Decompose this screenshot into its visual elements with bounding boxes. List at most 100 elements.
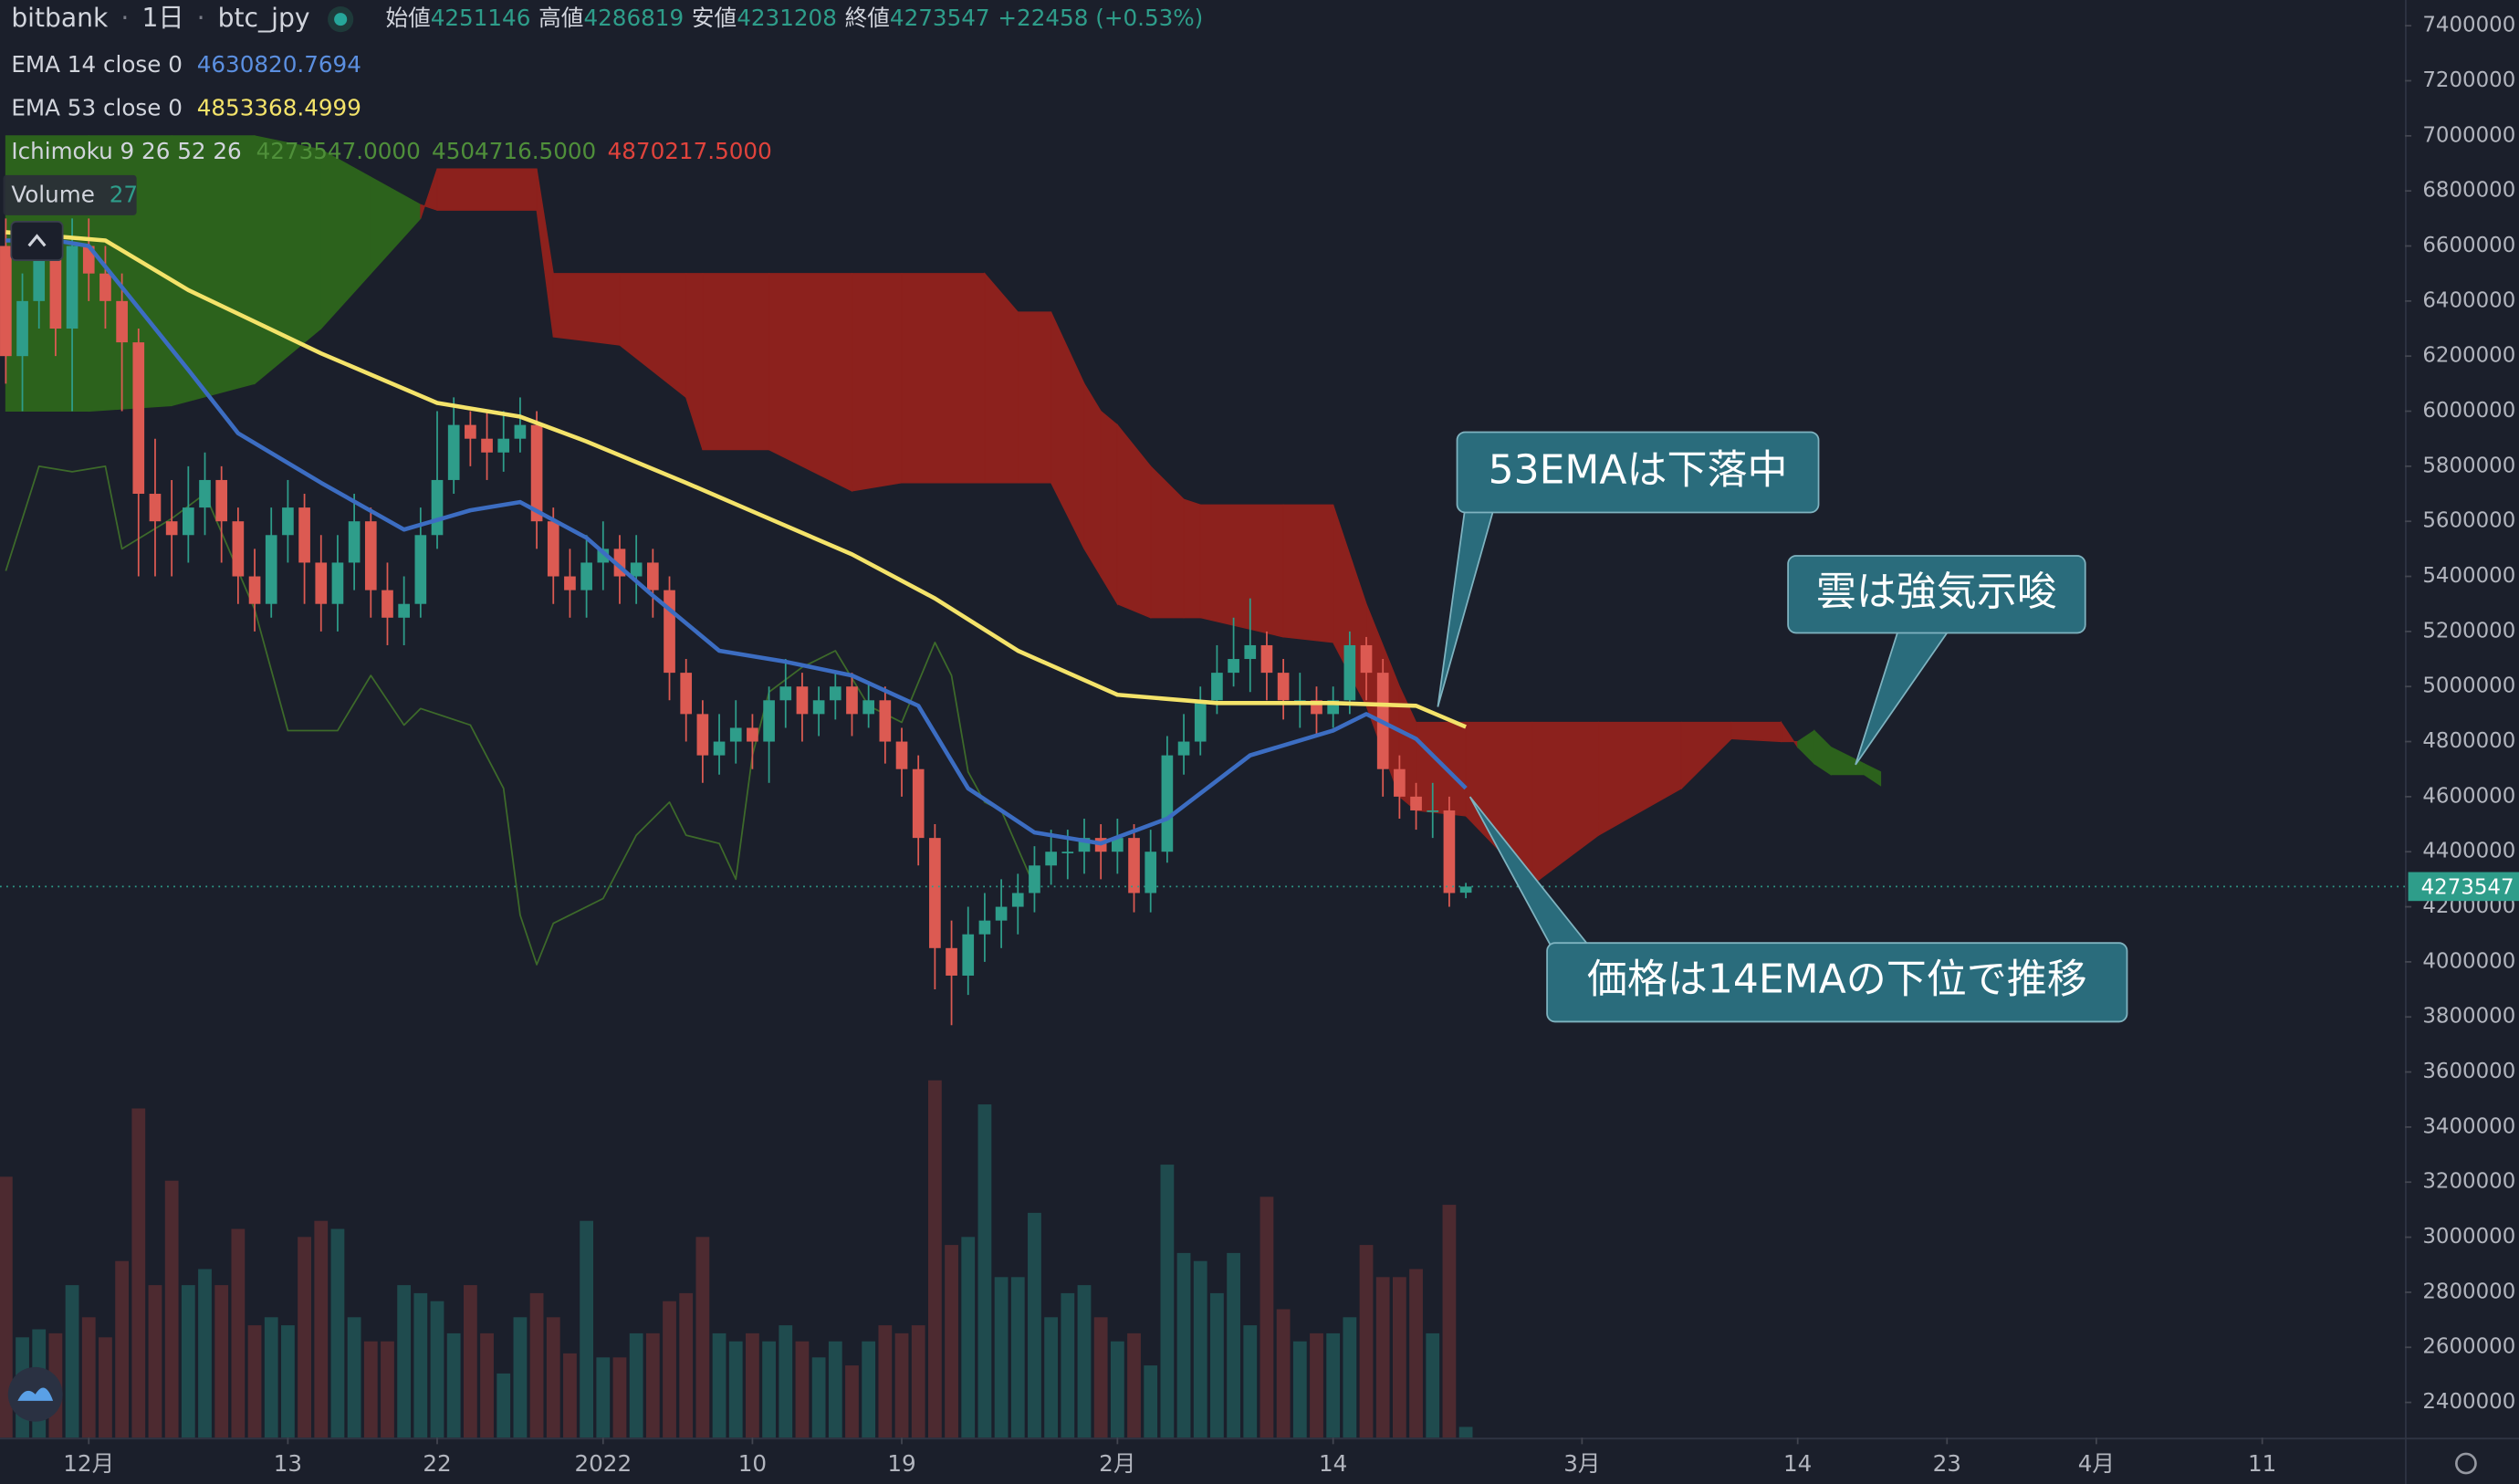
axes: 7400000 7200000 7000000 6800000 6600000 64000… bbox=[63, 14, 2519, 1477]
indicator-value: 4273547.0000 bbox=[256, 138, 421, 164]
volume-bar bbox=[1028, 1212, 1041, 1438]
y-tick-label: 7000000 bbox=[2422, 123, 2515, 147]
cloud-segment bbox=[851, 273, 903, 492]
candle-body bbox=[1145, 852, 1157, 894]
ohlc-label: 安値 bbox=[692, 5, 737, 31]
volume-bar bbox=[878, 1325, 893, 1438]
candle-body bbox=[165, 521, 178, 536]
volume-bar bbox=[762, 1341, 776, 1438]
volume-bar bbox=[894, 1332, 909, 1438]
cloud-segment bbox=[1282, 504, 1334, 643]
volume-bar bbox=[911, 1325, 925, 1438]
volume-bar bbox=[81, 1317, 96, 1438]
cloud-segment bbox=[1183, 498, 1201, 619]
volume-bar bbox=[1426, 1332, 1440, 1438]
candle-body bbox=[1360, 644, 1373, 674]
indicator-name: EMA 53 close 0 bbox=[11, 95, 183, 121]
candle-body bbox=[16, 300, 28, 357]
y-tick-label: 5400000 bbox=[2422, 564, 2515, 588]
y-tick-label: 5800000 bbox=[2422, 454, 2515, 477]
collapse-button[interactable] bbox=[10, 221, 64, 262]
annotation: 雲は強気示唆 bbox=[1787, 555, 2086, 766]
candle-body bbox=[99, 273, 111, 301]
ema-line bbox=[5, 230, 1467, 729]
candle-body bbox=[946, 947, 957, 976]
y-tick-label: 6600000 bbox=[2422, 234, 2515, 257]
candle-body bbox=[580, 562, 592, 590]
volume-bar bbox=[381, 1341, 394, 1438]
indicator-legend: EMA 53 close 0 4853368.4999 bbox=[11, 95, 361, 121]
y-tick-label: 5600000 bbox=[2422, 509, 2515, 533]
ohlc-label: 始値 bbox=[385, 5, 430, 31]
candle-body bbox=[0, 246, 12, 357]
x-tick-label: 11 bbox=[2248, 1450, 2276, 1477]
candle-body bbox=[796, 686, 809, 715]
indicator-value: 4853368.4999 bbox=[197, 95, 361, 121]
candle-body bbox=[431, 479, 444, 536]
volume-bar bbox=[314, 1220, 329, 1438]
y-tick-label: 2600000 bbox=[2422, 1335, 2515, 1359]
volume-bar bbox=[695, 1237, 710, 1438]
volume-bar bbox=[298, 1237, 311, 1438]
candle-body bbox=[1427, 810, 1439, 812]
x-tick-label: 19 bbox=[887, 1450, 915, 1477]
settings-icon[interactable] bbox=[2455, 1452, 2477, 1475]
volume-bar bbox=[164, 1180, 179, 1438]
candle-body bbox=[315, 562, 328, 604]
volume-bar bbox=[1276, 1309, 1291, 1438]
y-tick-label: 2800000 bbox=[2422, 1280, 2515, 1303]
volume-bar bbox=[413, 1292, 428, 1438]
ohlc-value: 4273547 bbox=[890, 5, 990, 31]
x-tick-label: 13 bbox=[274, 1450, 302, 1477]
candle-body bbox=[647, 562, 659, 590]
candle-body bbox=[149, 494, 162, 522]
volume-bar bbox=[363, 1341, 378, 1438]
cloud-segment bbox=[436, 168, 538, 211]
cloud-segment bbox=[552, 273, 621, 346]
volume-bar bbox=[330, 1228, 345, 1438]
candle-body bbox=[530, 424, 543, 522]
volume-bar bbox=[1193, 1260, 1207, 1438]
candle-body bbox=[298, 507, 310, 563]
x-tick-label: 4月 bbox=[2078, 1450, 2115, 1477]
plot-area bbox=[0, 135, 2406, 1438]
candle-body bbox=[1194, 700, 1207, 742]
candle-body bbox=[1045, 852, 1057, 866]
candle-body bbox=[465, 424, 476, 439]
ohlc-value: 4286819 bbox=[583, 5, 684, 31]
y-tick-label: 6400000 bbox=[2422, 288, 2515, 312]
candle-body bbox=[182, 507, 194, 536]
candle-body bbox=[1260, 644, 1273, 674]
volume-bar bbox=[1176, 1252, 1191, 1438]
logo-icon bbox=[17, 1387, 54, 1401]
annotation-text: 雲は強気示唆 bbox=[1816, 569, 2057, 615]
volume-bar bbox=[546, 1317, 560, 1438]
candle-body bbox=[1177, 741, 1190, 756]
volume-bar bbox=[264, 1317, 278, 1438]
indicator-name: Volume bbox=[11, 182, 95, 208]
cloud-segment bbox=[1199, 504, 1284, 638]
volume-bar bbox=[430, 1301, 444, 1438]
candle-body bbox=[1011, 893, 1024, 907]
candle-body bbox=[331, 562, 344, 604]
candle-body bbox=[962, 934, 975, 976]
volume-bar bbox=[1044, 1317, 1059, 1438]
y-tick-label: 2400000 bbox=[2422, 1390, 2515, 1414]
x-tick-label: 23 bbox=[1933, 1450, 1961, 1477]
symbol-header: bitbank · 1日 · btc_jpy bbox=[11, 3, 309, 33]
volume-bar bbox=[746, 1332, 759, 1438]
candle-body bbox=[1394, 768, 1406, 797]
volume-bar bbox=[131, 1108, 146, 1438]
candle-body bbox=[713, 741, 726, 756]
callout-box bbox=[1456, 431, 1820, 514]
volume-bar bbox=[862, 1341, 876, 1438]
candle-body bbox=[232, 521, 245, 577]
x-tick-label: 12月 bbox=[63, 1450, 114, 1477]
candle-body bbox=[398, 603, 410, 618]
candle-body bbox=[116, 300, 128, 343]
ohlc-value: 4231208 bbox=[737, 5, 837, 31]
volume-bar bbox=[1375, 1277, 1390, 1438]
volume-bar bbox=[65, 1285, 79, 1438]
